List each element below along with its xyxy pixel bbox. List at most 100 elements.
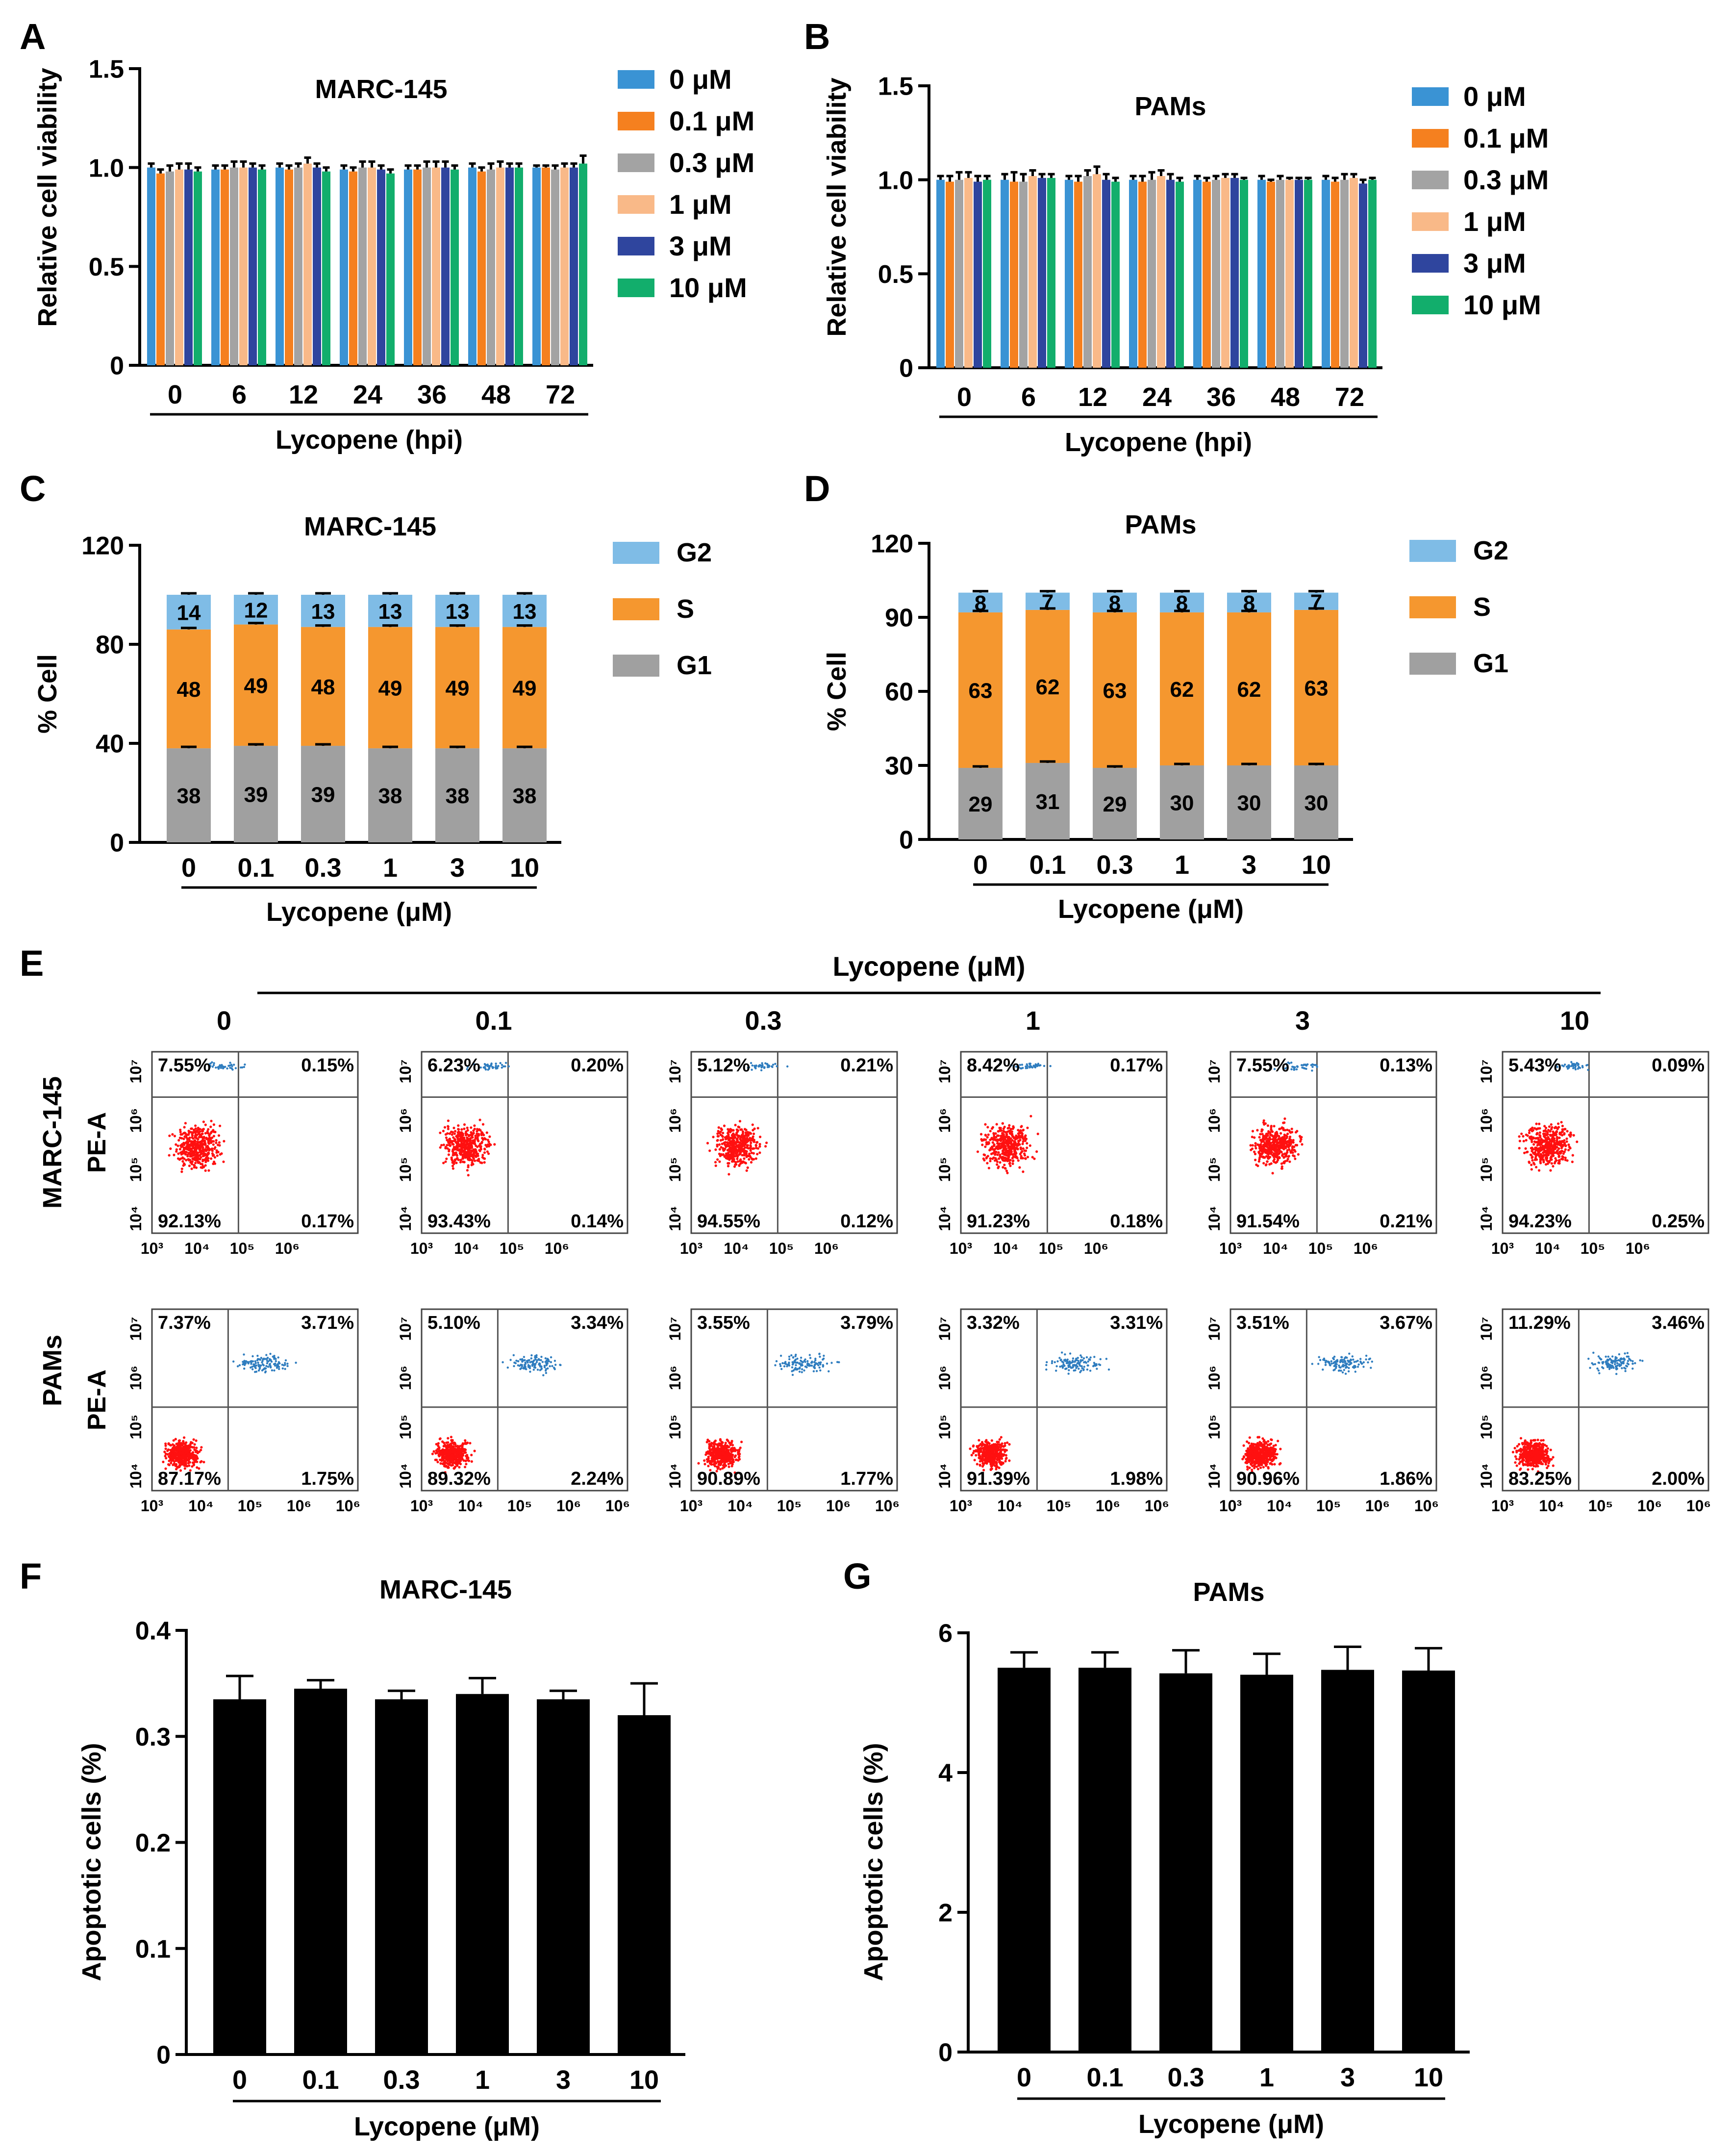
pE-plot-r0-c0-dot	[179, 1128, 182, 1131]
pB-bar-g2-s3	[1093, 174, 1101, 368]
pE-plot-r0-c4-dot	[1300, 1136, 1303, 1139]
pD-x-label-5: 10	[1302, 850, 1331, 880]
pE-plot-r0-c1-x-tick-3: 10⁶	[545, 1240, 569, 1257]
pE-plot-r0-c5-dot	[1560, 1158, 1563, 1161]
pE-plot-r0-c4-dot	[1280, 1140, 1284, 1143]
pA-bar-g3-s2	[358, 167, 367, 365]
pD-g1-label-5: 30	[1305, 791, 1329, 815]
pE-plot-r1-c0-dot-blue	[269, 1365, 272, 1368]
pE-plot-r0-c2-dot	[738, 1120, 742, 1123]
pE-plot-r1-c1-dot-blue	[547, 1367, 549, 1370]
pE-plot-r1-c0-dot	[200, 1446, 203, 1449]
pE-plot-r0-c3-dot	[995, 1123, 998, 1126]
pE-plot-r0-c1-dot	[457, 1130, 460, 1133]
pE-plot-r0-c2-dot	[727, 1151, 729, 1154]
pE-plot-r0-c4-dot	[1294, 1150, 1297, 1153]
pD-y-tick-label-1: 30	[885, 752, 913, 781]
pE-plot-r0-c5-dot-blue	[1571, 1063, 1574, 1065]
pE-plot-r0-c2-frame	[690, 1051, 898, 1234]
pE-plot-r0-c3-dot	[985, 1143, 988, 1146]
pE-plot-r0-c3-dot	[999, 1155, 1002, 1158]
pE-plot-r0-c5-dot	[1550, 1140, 1553, 1142]
pE-plot-r1-c1-x-tick-3: 10⁶	[556, 1497, 581, 1515]
pA-legend-swatch-5	[618, 279, 654, 297]
pE-plot-r0-c3-dot	[1010, 1130, 1013, 1133]
pA-bar-g0-s5	[194, 171, 202, 365]
pE-plot-r1-c1-dot-blue	[534, 1363, 537, 1365]
pE-plot-r0-c1-dots-blue	[466, 1062, 510, 1071]
pE-plot-r0-c0-dot-blue	[240, 1066, 242, 1069]
pE-plot-r0-c1-q-ur: 0.20%	[571, 1055, 624, 1076]
pE-plot-r1-c1-dot	[449, 1447, 452, 1451]
pE-plot-r0-c1-dot-blue	[497, 1065, 500, 1067]
pD-bar-s-5	[1294, 609, 1338, 765]
pE-plot-r0-c3-dot	[1036, 1132, 1039, 1136]
pE-plot-r1-c1-dot-blue	[547, 1359, 550, 1361]
pE-plot-r0-c0-dot	[175, 1148, 178, 1151]
pA-bar-g2-s2	[294, 167, 302, 365]
pE-plot-r0-c1-dot	[445, 1157, 448, 1160]
pE-plot-r0-c0-dot-blue	[223, 1066, 225, 1068]
pE-plot-r0-c5-dot	[1531, 1151, 1535, 1154]
pE-plot-r0-c5-q-ul: 5.43%	[1508, 1055, 1561, 1076]
pE-plot-r1-c2-dot	[729, 1461, 732, 1464]
pE-plot-r0-c4-dot	[1299, 1140, 1302, 1143]
pE-plot-r1-c1-dot	[469, 1442, 472, 1445]
pA-title: MARC-145	[315, 75, 447, 104]
pE-plot-r0-c5-dot-blue	[1570, 1061, 1573, 1064]
pE-plot-r0-c1-dot-blue	[501, 1064, 503, 1066]
pE-plot-r0-c4-dot	[1274, 1161, 1278, 1164]
pE-plot-r1-c2-dot-blue	[775, 1360, 778, 1363]
pE-plot-r0-c4-dot	[1288, 1160, 1291, 1163]
pE-plot-r0-c0-dot	[182, 1149, 185, 1152]
pE-plot-r1-c1-dot	[466, 1441, 469, 1445]
pA-bar-g6-s3	[560, 167, 569, 365]
pB-bar-g5-s3	[1285, 179, 1294, 368]
pE-plot-r0-c1-dot	[463, 1139, 466, 1141]
pE-plot-r1-c1-dot	[431, 1452, 434, 1455]
pE-plot-r1-c1-dot-blue	[544, 1361, 547, 1363]
pE-plot-r0-c1-dot-blue	[466, 1066, 469, 1068]
pE-plot-r0-c5-dot-blue	[1574, 1065, 1577, 1067]
pE-conc-label-0: 0	[217, 1006, 231, 1036]
pE-plot-r1-c2-dot	[709, 1445, 712, 1447]
pE-plot-r0-c5-dot	[1535, 1128, 1538, 1131]
pE-plot-r0-c4-dot	[1266, 1145, 1269, 1148]
pE-plot-r1-c0-dot	[186, 1459, 189, 1462]
pE-plot-r0-c3-dot	[1035, 1150, 1038, 1153]
pE-plot-r1-c1-dot-blue	[515, 1359, 518, 1362]
pE-plot-r1-c1-dot	[466, 1454, 469, 1457]
pE-plot-r0-c3-dot	[985, 1141, 988, 1144]
pC-g2-label-5: 13	[513, 600, 537, 624]
pE-plot-r0-c2-dot-blue	[772, 1064, 775, 1066]
pE-plot-r0-c2-dot	[736, 1157, 739, 1160]
pE-plot-r0-c3-dot	[1018, 1136, 1021, 1139]
pE-plot-r0-c5-dot	[1520, 1132, 1523, 1135]
pE-plot-r0-c1-dot	[472, 1157, 475, 1160]
pB-legend-swatch-0	[1412, 87, 1449, 106]
pE-plot-r0-c3-dot	[996, 1153, 999, 1156]
pE-plot-r0-c3-dot	[1016, 1157, 1019, 1160]
pB-x-label-4: 36	[1206, 382, 1236, 412]
pE-plot-r0-c2-dot	[743, 1144, 746, 1147]
pE-plot-r0-c0-dot	[199, 1153, 202, 1156]
pE-plot-r0-c2-dot-blue	[786, 1065, 789, 1068]
pE-plot-r0-c3-dot	[991, 1141, 994, 1144]
pB-legend-label-2: 0.3 μM	[1463, 164, 1549, 195]
pE-plot-r0-c4-dot	[1258, 1136, 1261, 1139]
pE-plot-r0-c5-dot	[1528, 1161, 1530, 1164]
pE-plot-r0-c2-dot-blue	[760, 1066, 763, 1069]
pE-plot-r0-c0-dot	[191, 1136, 194, 1139]
pE-plot-r0-c5-dot	[1551, 1126, 1554, 1129]
pE-plot-r0-c4-dot	[1269, 1141, 1272, 1144]
pE-plot-r0-c1-dot	[449, 1132, 452, 1135]
pE-plot-r0-c1-dot	[466, 1126, 469, 1129]
pA-legend-swatch-3	[618, 195, 654, 214]
pD-bar-g2-5	[1294, 592, 1338, 610]
pE-plot-r0-c5-dot	[1571, 1154, 1574, 1157]
pE-plot-r1-c1-dot	[452, 1441, 455, 1444]
pE-plot-r1-c2-dot	[728, 1465, 730, 1468]
pE-plot-r0-c5-dot-blue	[1572, 1067, 1575, 1069]
pE-plot-r0-c4-dot	[1271, 1134, 1274, 1137]
pE-plot-r0-c1-dot	[446, 1139, 449, 1141]
